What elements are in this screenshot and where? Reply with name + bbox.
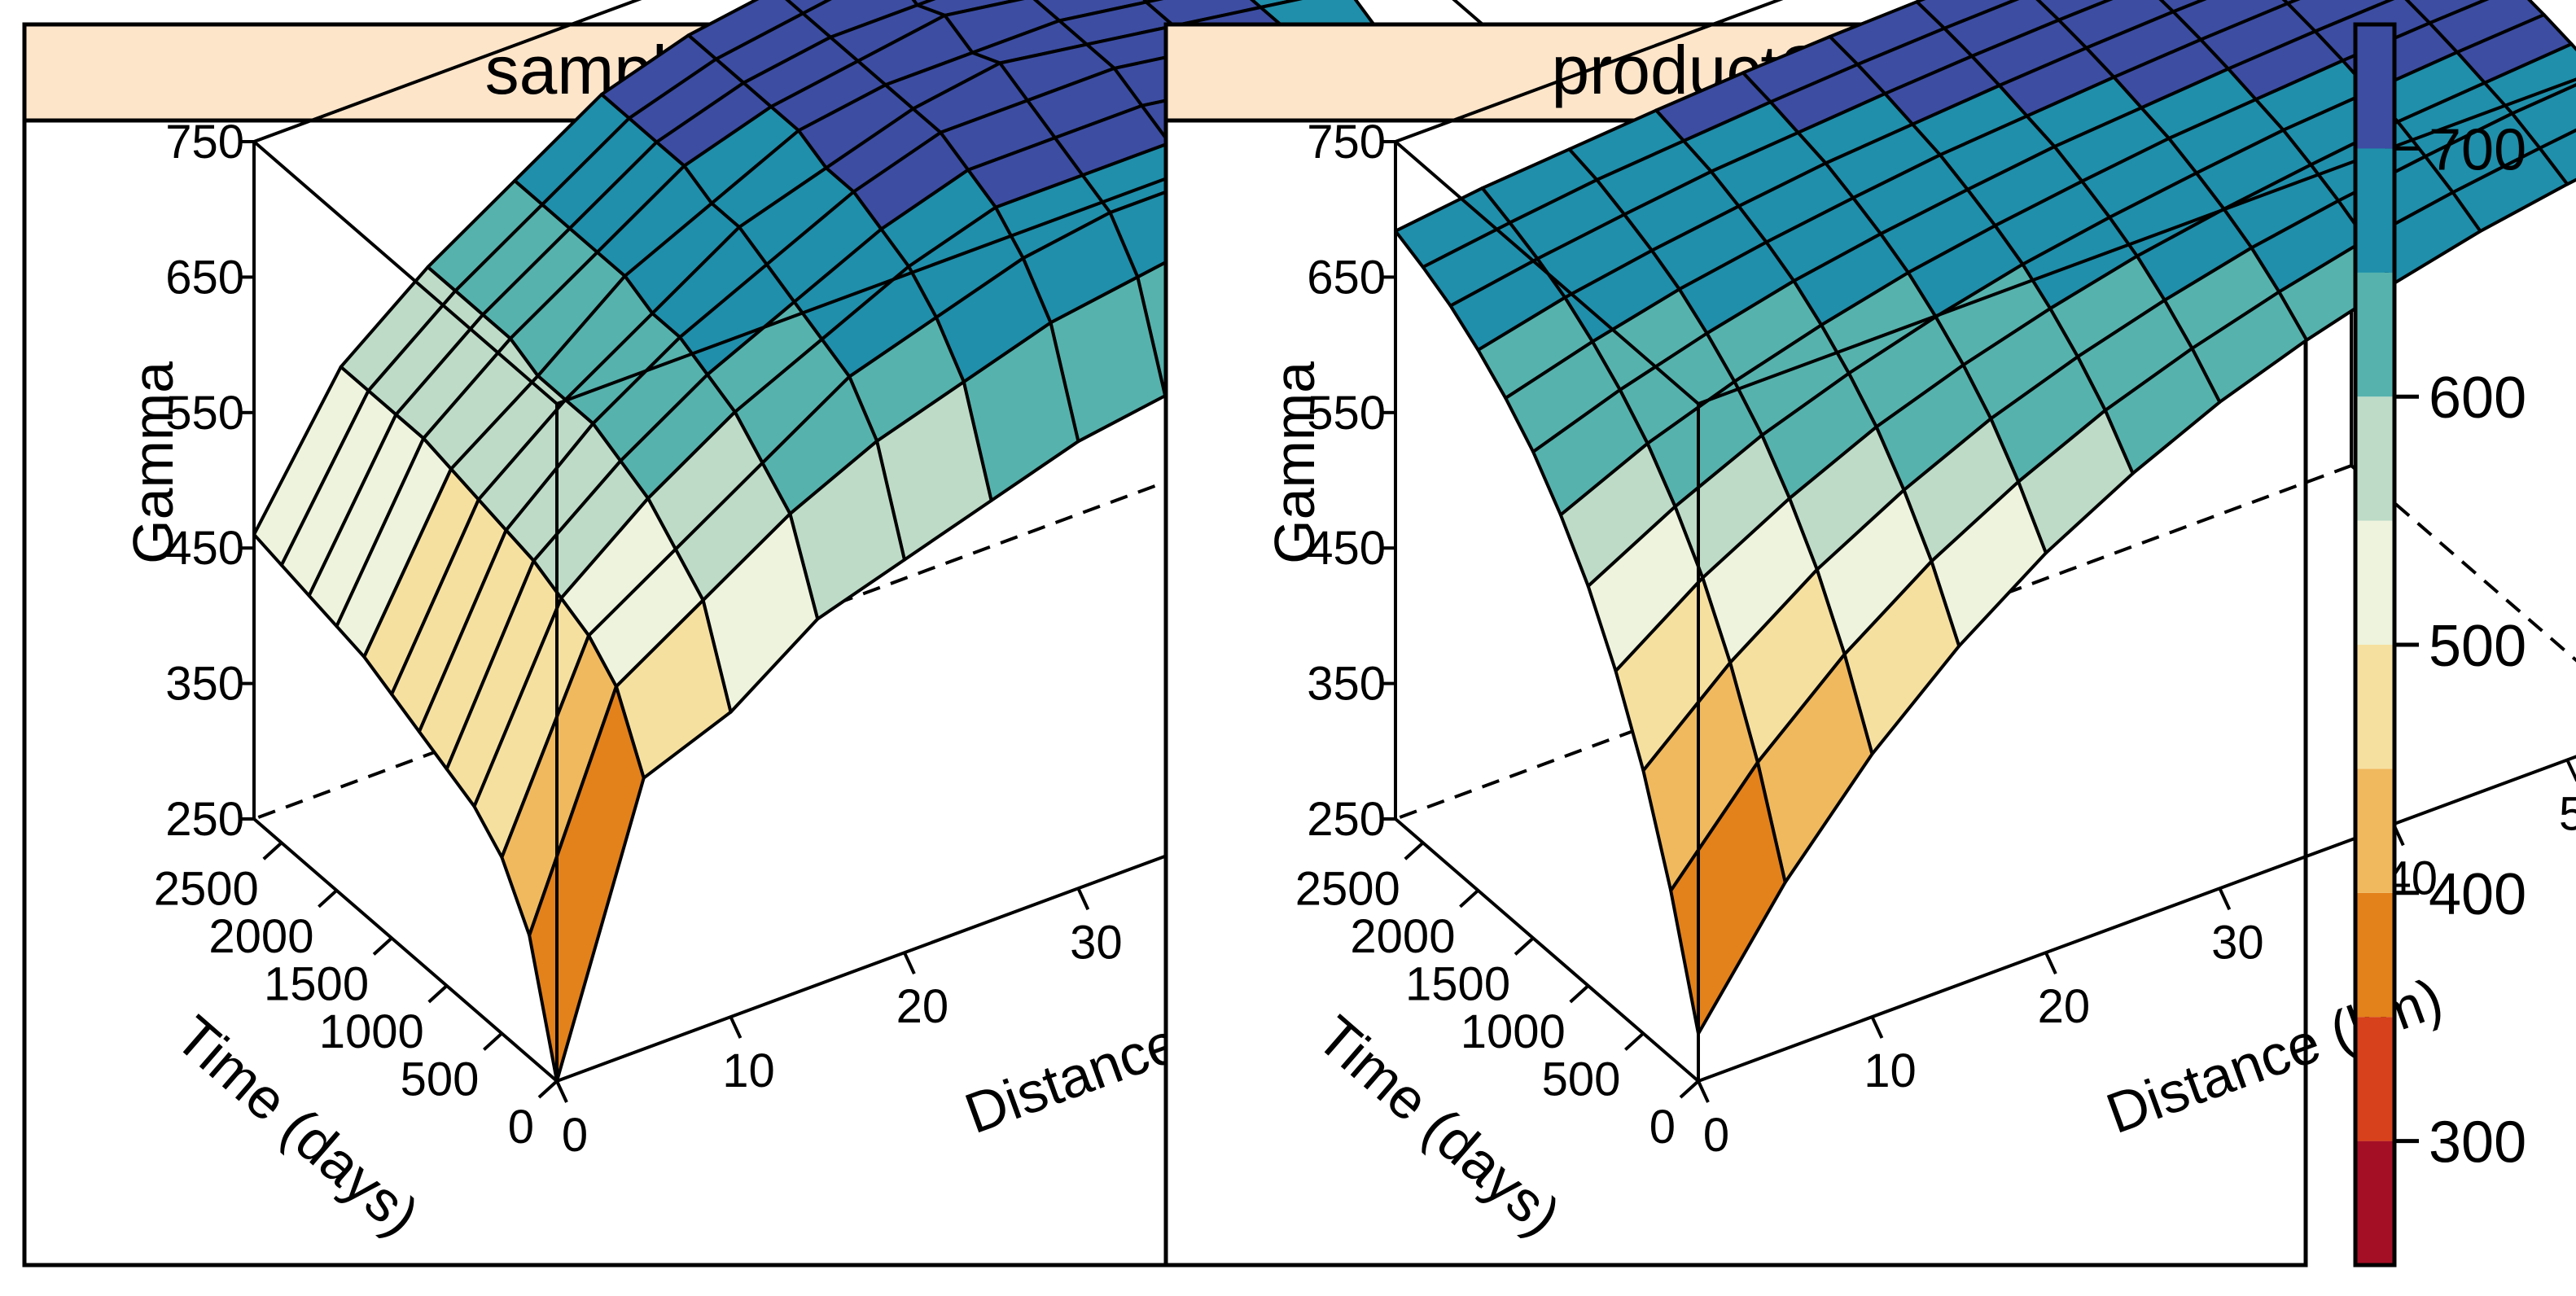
y-tick-label: 1500 (1405, 957, 1510, 1010)
z-tick-label: 650 (1307, 251, 1386, 304)
x-tick-label: 10 (722, 1044, 775, 1097)
colorkey-tick-label: 700 (2429, 117, 2526, 182)
colorkey-band (2355, 892, 2394, 1018)
x-tick-label: 0 (562, 1109, 588, 1162)
z-tick-label: 350 (165, 658, 244, 711)
colorkey-band (2355, 645, 2394, 769)
box-edge (1395, 0, 1784, 143)
z-axis-title: Gamma (1263, 361, 1326, 564)
y-tick-mark (1459, 889, 1479, 909)
panel-productSum: productSum 01020304050050010001500200025… (1163, 0, 2576, 1268)
surface-facet (785, 0, 832, 15)
x-tick-mark (1076, 887, 1090, 911)
y-tick-label: 0 (508, 1101, 534, 1154)
x-tick-mark (903, 952, 916, 975)
z-tick-label: 750 (165, 116, 244, 169)
x-tick-label: 20 (2038, 980, 2091, 1033)
y-tick-mark (1569, 984, 1590, 1004)
z-tick-label: 450 (165, 522, 244, 575)
colorkey: 300 400 500 600 700 (2353, 22, 2526, 1268)
y-tick-label: 1000 (1461, 1005, 1566, 1058)
x-tick-mark (729, 1016, 743, 1039)
x-tick-label: 30 (2211, 916, 2264, 969)
box-edge (1394, 140, 1700, 405)
z-tick-label: 350 (1307, 658, 1386, 711)
z-axis-title: Gamma (121, 361, 185, 564)
y-tick-label: 2000 (208, 910, 313, 963)
z-tick-label: 750 (1307, 116, 1386, 169)
y-tick-label: 1000 (319, 1005, 424, 1058)
y-tick-label: 1500 (264, 957, 369, 1010)
y-tick-mark (1404, 841, 1425, 860)
z-tick-label: 550 (165, 387, 244, 440)
x-tick-label: 20 (896, 980, 949, 1033)
x-tick-label: 30 (1070, 916, 1123, 969)
x-tick-label: 50 (2559, 787, 2576, 840)
colorkey-band (2355, 148, 2394, 273)
box-edge (252, 817, 559, 1083)
x-tick-mark (2565, 759, 2576, 782)
box-edge-hidden (2350, 464, 2576, 663)
z-tick-label: 250 (165, 793, 244, 846)
y-tick-mark (483, 1031, 503, 1051)
y-tick-mark (537, 1079, 559, 1099)
y-tick-mark (1514, 936, 1535, 956)
x-tick-mark (1870, 1016, 1884, 1039)
y-tick-mark (1679, 1079, 1700, 1099)
y-tick-mark (1624, 1031, 1645, 1051)
z-tick-label: 450 (1307, 522, 1386, 575)
x-tick-label: 10 (1864, 1044, 1917, 1097)
box-edge (1698, 77, 2576, 405)
y-tick-label: 0 (1649, 1101, 1676, 1154)
y-tick-label: 2500 (1295, 862, 1400, 915)
y-tick-mark (372, 936, 393, 956)
x-tick-mark (555, 1080, 568, 1103)
x-tick-mark (1697, 1080, 1710, 1103)
x-tick-mark (2044, 952, 2057, 975)
box-edge (1698, 755, 2576, 1083)
colorkey-band (2355, 24, 2394, 149)
y-tick-label: 500 (1542, 1053, 1621, 1106)
y-tick-mark (318, 889, 338, 909)
x-tick-label: 0 (1703, 1109, 1729, 1162)
box-edge (253, 0, 642, 143)
colorkey-tick-label: 300 (2429, 1110, 2526, 1176)
x-tick-mark (2218, 887, 2232, 911)
colorkey-tick-label: 500 (2429, 614, 2526, 679)
y-tick-label: 2500 (154, 862, 259, 915)
box-edge (1452, 0, 1514, 52)
colorkey-band (2355, 396, 2394, 521)
z-tick-label: 250 (1307, 793, 1386, 846)
y-tick-mark (427, 984, 449, 1004)
z-tick-label: 550 (1307, 387, 1386, 440)
box-edge (252, 140, 559, 405)
colorkey-band (2355, 520, 2394, 645)
colorkey-band (2355, 272, 2394, 397)
colorkey-tick-label: 600 (2429, 366, 2526, 431)
box-edge (1394, 817, 1700, 1083)
y-tick-label: 500 (401, 1053, 480, 1106)
colorkey-band (2355, 768, 2394, 893)
y-tick-mark (262, 841, 283, 860)
z-tick-label: 650 (165, 251, 244, 304)
colorkey-band (2355, 1017, 2394, 1141)
colorkey-tick-label: 400 (2429, 862, 2526, 927)
y-tick-label: 2000 (1350, 910, 1455, 963)
colorkey-band (2355, 1141, 2394, 1265)
